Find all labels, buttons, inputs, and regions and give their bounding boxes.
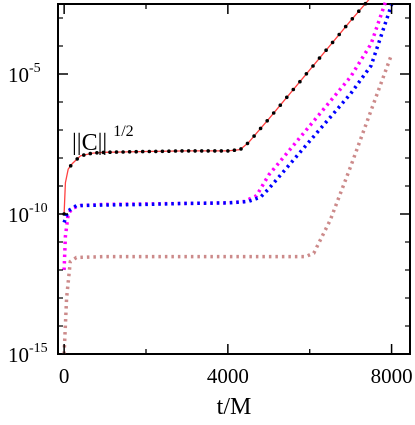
series-3-line: [62, 4, 394, 223]
series-layer: [62, 0, 394, 355]
series-1-markers: [62, 1, 368, 216]
series-1-marker: [108, 150, 112, 154]
series-1-marker: [88, 151, 93, 156]
series-1-marker: [271, 111, 276, 115]
y-tick-label: 10-5: [8, 61, 41, 87]
series-1-marker: [140, 149, 145, 154]
series-1-marker: [95, 151, 99, 155]
series-1-marker: [311, 64, 315, 68]
series-1-marker: [68, 164, 73, 168]
series-1-marker: [160, 149, 165, 154]
series-1-marker: [304, 72, 309, 76]
series-1-marker: [226, 149, 230, 153]
series-1-marker: [324, 48, 328, 52]
series-1-marker: [265, 119, 270, 123]
norm-annotation-exponent: 1/2: [113, 123, 133, 140]
x-tick-label: 0: [59, 364, 70, 388]
series-1-marker: [121, 150, 125, 154]
series-1-marker: [317, 56, 322, 60]
series-1-marker: [213, 149, 217, 153]
y-tick-label: 10-15: [8, 341, 48, 367]
x-tick-label: 4000: [207, 364, 249, 388]
series-1-marker: [245, 141, 250, 146]
plot-frame: [57, 3, 411, 355]
series-1-marker: [337, 32, 342, 37]
tick-layer: 0 4000 8000 10-5 10-10 10-15: [8, 4, 413, 388]
series-1-marker: [357, 9, 361, 13]
series-1-marker: [199, 149, 204, 153]
series-1-marker: [75, 157, 79, 161]
series-1-marker: [285, 95, 289, 100]
series-1-marker: [298, 79, 302, 84]
series-1-marker: [114, 150, 119, 154]
series-1-marker: [232, 148, 237, 152]
series-1-marker: [154, 149, 158, 154]
x-tick-label: 8000: [371, 364, 413, 388]
series-1-marker: [180, 149, 184, 153]
series-1-marker: [343, 24, 348, 29]
series-1-marker: [193, 149, 197, 153]
series-1-marker: [167, 149, 171, 153]
series-1-marker: [127, 150, 132, 154]
series-1-marker: [363, 1, 368, 6]
norm-annotation-base: ||C||: [72, 130, 107, 156]
series-1-marker: [82, 153, 86, 157]
series-1-marker: [350, 17, 355, 21]
series-1-marker: [186, 149, 191, 153]
series-1-marker: [219, 149, 224, 153]
series-1-marker: [206, 149, 210, 153]
series-1-marker: [239, 147, 243, 151]
series-0-line: [63, 0, 370, 215]
series-1-marker: [291, 87, 296, 92]
series-1-marker: [147, 149, 152, 154]
series-1-marker: [258, 126, 263, 131]
x-axis-title: t/M: [217, 394, 252, 420]
norm-annotation: ||C|| 1/2: [72, 123, 134, 156]
series-1-marker: [278, 103, 283, 107]
series-1-marker: [173, 149, 178, 153]
series-1-marker: [252, 134, 256, 138]
y-tick-label: 10-10: [8, 201, 48, 227]
series-1-marker: [101, 150, 106, 155]
series-1-marker: [330, 40, 335, 45]
series-1-marker: [134, 149, 138, 154]
